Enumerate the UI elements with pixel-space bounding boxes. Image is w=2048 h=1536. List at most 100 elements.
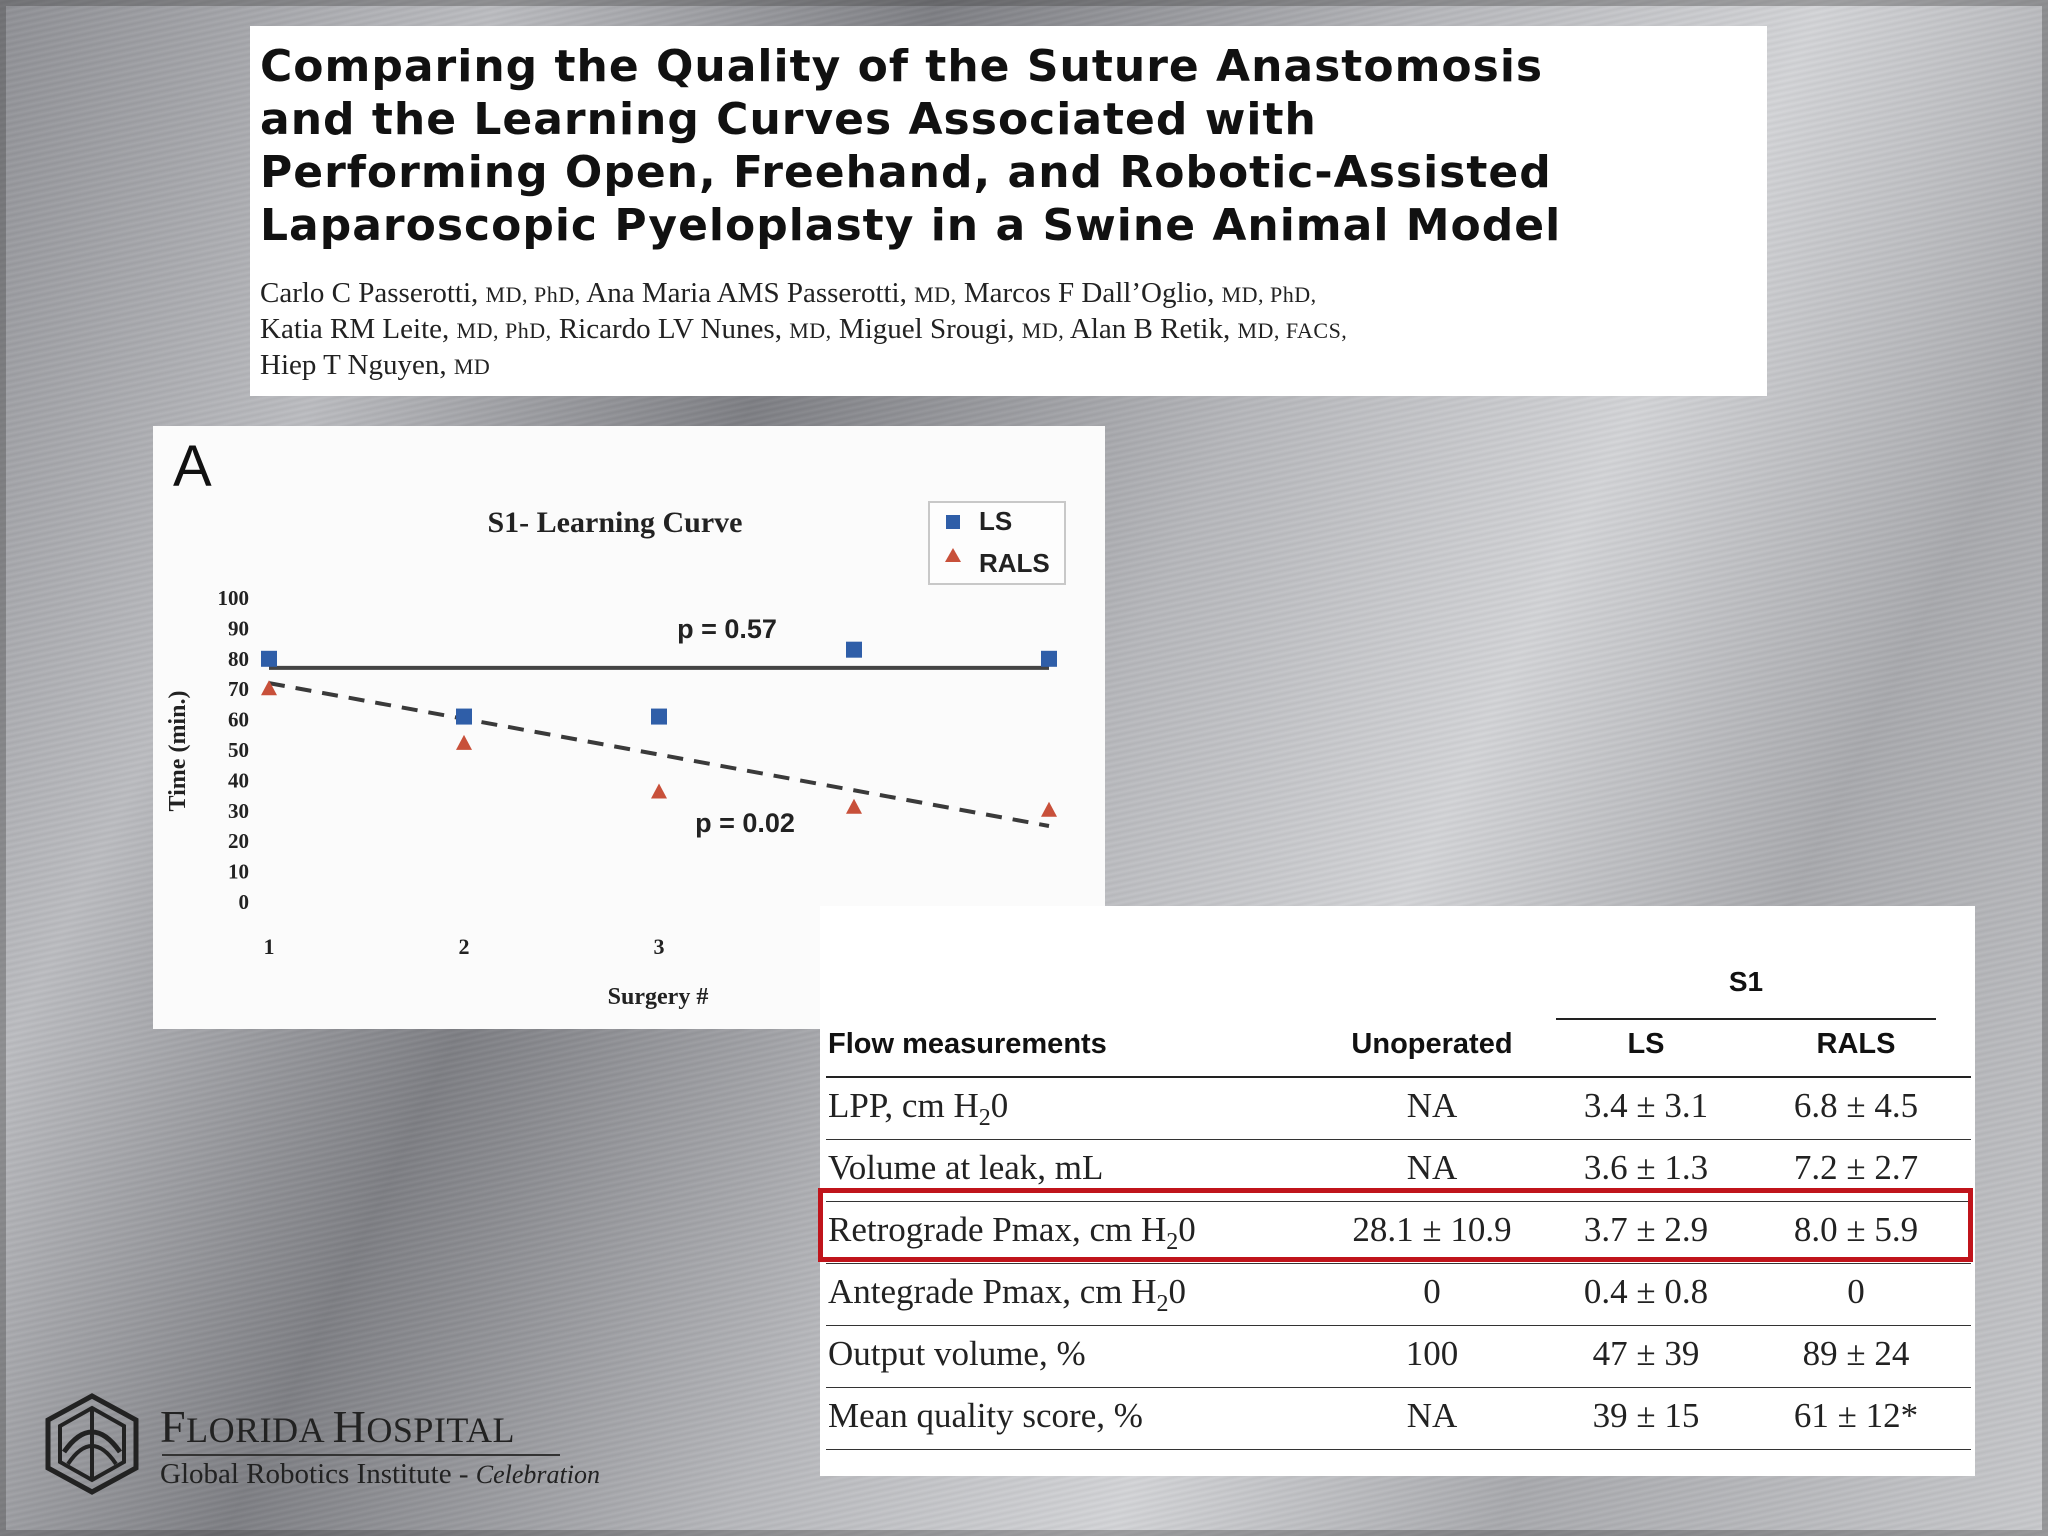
row-label: LPP, cm H20 <box>828 1086 1009 1131</box>
learning-curve-chart: A S1- Learning Curve Surgery # Time (min… <box>153 426 1105 1029</box>
chart-svg: A S1- Learning Curve Surgery # Time (min… <box>165 434 1066 1010</box>
row-label: Antegrade Pmax, cm H20 <box>828 1272 1187 1317</box>
y-axis-label: Time (min.) <box>165 691 191 812</box>
row-divider <box>826 1449 1971 1450</box>
table-cell: 7.2 ± 2.7 <box>1793 1148 1919 1187</box>
author-degree: MD, <box>1021 318 1065 343</box>
y-tick-label: 10 <box>228 860 249 884</box>
row-label: Mean quality score, % <box>828 1396 1143 1435</box>
row-label: Retrograde Pmax, cm H20 <box>828 1210 1196 1255</box>
author-degree: MD, FACS, <box>1237 318 1348 343</box>
logo-emblem-icon <box>45 1393 139 1495</box>
data-point-ls <box>846 641 862 658</box>
y-tick-label: 30 <box>228 799 249 823</box>
legend-triangle-marker <box>945 548 961 562</box>
article-header: Comparing the Quality of the Suture Anas… <box>250 26 1767 396</box>
table-cell: 61 ± 12* <box>1793 1396 1919 1435</box>
table-cell: NA <box>1406 1148 1458 1187</box>
table-cell: 39 ± 15 <box>1592 1396 1700 1435</box>
logo-subtitle: Global Robotics Institute - Celebration <box>160 1458 600 1490</box>
column-header: Unoperated <box>1351 1028 1513 1060</box>
highlight-box <box>818 1188 1973 1262</box>
x-tick-label: 2 <box>459 934 470 959</box>
y-tick-label: 90 <box>228 616 249 640</box>
data-point-ls <box>1041 650 1057 667</box>
author-degree: MD, PhD, <box>485 282 581 307</box>
row-divider <box>826 1139 1971 1140</box>
author-name: Hiep T Nguyen, <box>260 349 447 381</box>
author-degree: MD, PhD, <box>1221 282 1317 307</box>
legend-square-marker <box>946 515 960 529</box>
table-cell: 47 ± 39 <box>1592 1334 1700 1373</box>
data-point-rals <box>651 783 667 799</box>
table-cell: 0 <box>1847 1272 1865 1311</box>
title-line: Laparoscopic Pyeloplasty in a Swine Anim… <box>260 200 1562 251</box>
row-label: Volume at leak, mL <box>828 1148 1104 1187</box>
table-row: Output volume, % 100 47 ± 39 89 ± 24 <box>826 1326 1971 1388</box>
x-axis-label: Surgery # <box>608 984 709 1010</box>
data-point-ls <box>261 650 277 667</box>
row-divider <box>826 1263 1971 1264</box>
table-row: Retrograde Pmax, cm H20 28.1 ± 10.9 3.7 ± … <box>826 1202 1971 1264</box>
p-value-label: p = 0.02 <box>695 808 795 838</box>
table-row: Mean quality score, % NA 39 ± 15 61 ± 12* <box>826 1388 1971 1450</box>
x-tick-label: 3 <box>654 934 665 959</box>
table-cell: NA <box>1406 1086 1458 1125</box>
x-tick-label: 1 <box>264 934 275 959</box>
y-tick-label: 50 <box>228 738 249 762</box>
column-header: LS <box>1627 1028 1665 1060</box>
legend-label-ls: LS <box>979 506 1012 536</box>
author-list: Carlo C Passerotti, MD, PhD, Ana Maria A… <box>260 276 1755 384</box>
author-name: Marcos F Dall’Oglio, <box>963 277 1215 309</box>
logo-rule <box>162 1454 560 1456</box>
group-header: S1 <box>1728 966 1764 997</box>
data-point-ls <box>651 708 667 725</box>
data-point-rals <box>1041 801 1057 817</box>
author-name: Ana Maria AMS Passerotti, <box>586 277 907 309</box>
logo-name: FLORIDA HOSPITAL <box>160 1401 515 1452</box>
y-tick-label: 70 <box>228 677 249 701</box>
table-cell: 3.4 ± 3.1 <box>1583 1086 1709 1125</box>
flow-measurements-table: S1 Flow measurements Unoperated LS RALS … <box>818 906 1975 1476</box>
data-point-rals <box>456 734 472 750</box>
column-header: Flow measurements <box>828 1028 1107 1060</box>
legend: LS RALS <box>928 501 1066 585</box>
author-name: Miguel Srougi, <box>838 313 1015 345</box>
author-degree: MD <box>453 354 491 379</box>
florida-hospital-logo: FLORIDA HOSPITAL Global Robotics Institu… <box>44 1392 644 1502</box>
trendlines: p = 0.57 p = 0.02 <box>268 614 1050 838</box>
table-cell: NA <box>1406 1396 1458 1435</box>
y-axis-ticks: 0 10 20 30 40 50 60 70 80 90 100 <box>218 586 250 914</box>
chart-title: S1- Learning Curve <box>488 506 743 539</box>
author-name: Carlo C Passerotti, <box>260 277 479 309</box>
panel-label: A <box>173 434 212 499</box>
column-header: RALS <box>1816 1028 1896 1060</box>
data-points <box>261 641 1057 817</box>
author-name: Katia RM Leite, <box>260 313 450 345</box>
y-tick-label: 20 <box>228 829 249 853</box>
table-row: Volume at leak, mL NA 3.6 ± 1.3 7.2 ± 2.7 <box>826 1140 1971 1202</box>
title-line: Comparing the Quality of the Suture Anas… <box>260 41 1544 92</box>
table-cell: 89 ± 24 <box>1802 1334 1910 1373</box>
legend-label-rals: RALS <box>979 548 1050 578</box>
row-divider <box>826 1387 1971 1388</box>
row-divider <box>826 1201 1971 1202</box>
table-cell: 3.6 ± 1.3 <box>1583 1148 1709 1187</box>
row-divider <box>826 1325 1971 1326</box>
table-cell: 3.7 ± 2.9 <box>1583 1210 1709 1249</box>
table-cell: 0 <box>1423 1272 1441 1311</box>
table-cell: 0.4 ± 0.8 <box>1583 1272 1709 1311</box>
y-tick-label: 40 <box>228 768 249 792</box>
table-row: LPP, cm H20 NA 3.4 ± 3.1 6.8 ± 4.5 <box>826 1078 1971 1140</box>
author-name: Alan B Retik, <box>1069 313 1231 345</box>
author-degree: MD, PhD, <box>456 318 552 343</box>
y-tick-label: 0 <box>239 890 250 914</box>
table-cell: 100 <box>1405 1334 1459 1373</box>
y-tick-label: 100 <box>218 586 250 610</box>
y-tick-label: 80 <box>228 647 249 671</box>
title-line: and the Learning Curves Associated with <box>260 94 1317 145</box>
article-title: Comparing the Quality of the Suture Anas… <box>260 40 1755 252</box>
table-cell: 8.0 ± 5.9 <box>1793 1210 1919 1249</box>
trendline-rals <box>268 681 1050 828</box>
table-row: Antegrade Pmax, cm H20 0 0.4 ± 0.8 0 <box>826 1264 1971 1326</box>
